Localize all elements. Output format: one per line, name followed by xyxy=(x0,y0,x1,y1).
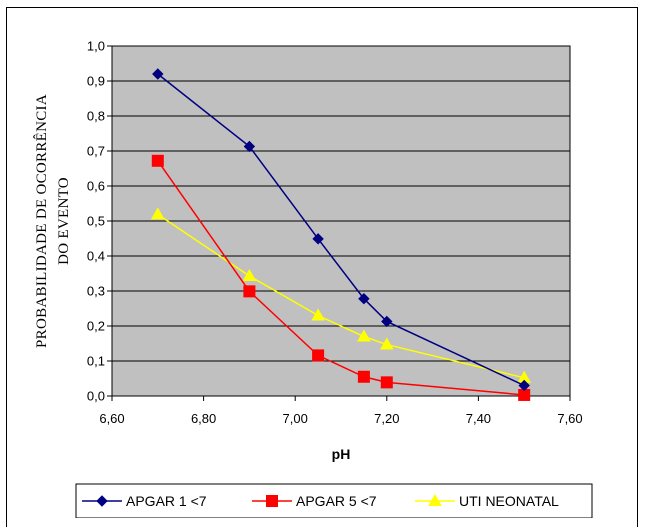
x-tick-label: 7,60 xyxy=(557,411,582,426)
series-group xyxy=(150,68,532,401)
y-axis-label-line-1: PROBABILIDADE DE OCORRÊNCIA xyxy=(33,94,50,348)
legend-label: APGAR 5 <7 xyxy=(296,493,377,509)
data-point-triangle xyxy=(428,493,442,506)
x-tick-label: 7,20 xyxy=(374,411,399,426)
data-point-square xyxy=(266,495,278,507)
x-tick-label: 7,00 xyxy=(283,411,308,426)
series-line xyxy=(157,213,525,379)
legend-label: UTI NEONATAL xyxy=(459,493,559,509)
legend-item-0: APGAR 1 <7 xyxy=(82,493,207,509)
series-0 xyxy=(152,68,530,392)
y-tick-label: 0,7 xyxy=(87,144,105,159)
y-tick-label: 0,0 xyxy=(87,389,105,404)
y-tick-label: 1,0 xyxy=(87,39,105,54)
legend-label: APGAR 1 <7 xyxy=(126,493,207,509)
data-point-triangle xyxy=(150,207,165,220)
y-axis-label-line-2: DO EVENTO xyxy=(56,177,72,265)
series-line xyxy=(157,160,525,396)
data-point-diamond xyxy=(518,379,530,392)
y-tick-label: 0,4 xyxy=(87,249,105,264)
y-tick-label: 0,5 xyxy=(87,214,105,229)
data-point-square xyxy=(243,285,256,298)
legend: APGAR 1 <7 APGAR 5 <7 UTI NEONATAL xyxy=(75,483,593,518)
legend-item-2: UTI NEONATAL xyxy=(415,493,559,509)
data-point-square xyxy=(151,154,164,167)
x-tick-label: 7,40 xyxy=(466,411,491,426)
x-axis-label: pH xyxy=(332,446,351,462)
gridlines xyxy=(112,80,570,362)
x-tick-label: 6,80 xyxy=(191,411,216,426)
data-point-triangle xyxy=(357,329,371,342)
data-point-diamond xyxy=(96,495,108,507)
chart-area-frame xyxy=(6,7,638,527)
y-axis-ticks: 0,0 0,1 0,2 0,3 0,4 0,5 0,6 0,7 0,8 0,9 1,0 xyxy=(87,39,112,404)
data-point-square xyxy=(312,349,325,362)
x-axis-ticks: 6,60 6,80 7,00 7,20 7,40 7,60 xyxy=(99,396,583,426)
data-point-triangle xyxy=(311,308,325,321)
data-point-diamond xyxy=(381,315,393,328)
x-tick-label: 6,60 xyxy=(99,411,124,426)
legend-box xyxy=(75,483,593,518)
data-point-triangle xyxy=(242,268,257,281)
data-point-diamond xyxy=(243,140,256,153)
data-point-diamond xyxy=(358,292,370,305)
data-point-square xyxy=(357,370,370,383)
y-tick-label: 0,1 xyxy=(87,354,105,369)
data-point-diamond xyxy=(312,233,324,245)
y-tick-label: 0,6 xyxy=(87,179,105,194)
y-tick-label: 0,3 xyxy=(87,284,105,299)
series-2 xyxy=(150,207,532,383)
data-point-diamond xyxy=(152,68,164,80)
y-tick-label: 0,8 xyxy=(87,109,105,124)
y-tick-label: 0,9 xyxy=(87,74,105,89)
y-tick-label: 0,2 xyxy=(87,319,105,334)
legend-item-1: APGAR 5 <7 xyxy=(252,493,377,509)
series-1 xyxy=(151,154,531,401)
data-point-square xyxy=(380,376,393,389)
data-point-triangle xyxy=(379,337,394,350)
series-line xyxy=(157,73,525,387)
